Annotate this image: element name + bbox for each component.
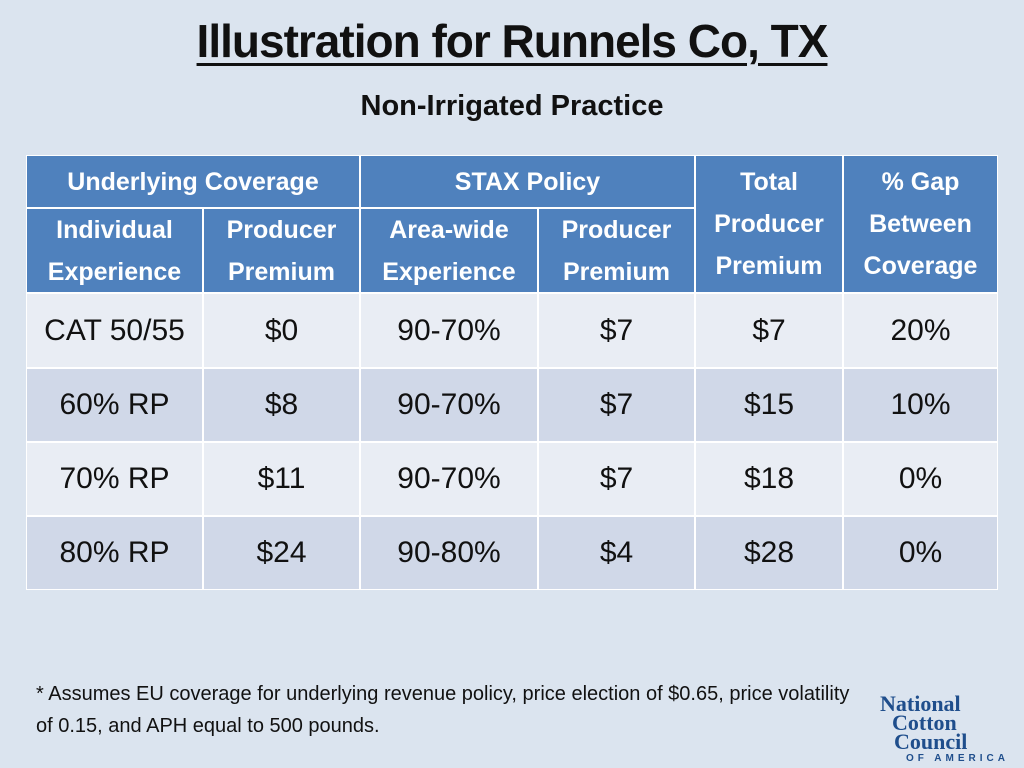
table-cell: 70% RP bbox=[26, 442, 203, 516]
table-cell: 90-80% bbox=[360, 516, 538, 590]
table-cell: 0% bbox=[843, 516, 998, 590]
table-cell: 20% bbox=[843, 293, 998, 368]
group-header: % Gap Between Coverage bbox=[843, 155, 998, 293]
table-cell: 0% bbox=[843, 442, 998, 516]
logo-text: National bbox=[880, 691, 961, 716]
group-header: STAX Policy bbox=[360, 155, 695, 208]
table-cell: $7 bbox=[695, 293, 843, 368]
table-cell: 80% RP bbox=[26, 516, 203, 590]
table-cell: $18 bbox=[695, 442, 843, 516]
footnote: * Assumes EU coverage for underlying rev… bbox=[36, 683, 850, 737]
table-cell: 10% bbox=[843, 368, 998, 442]
table-cell: 90-70% bbox=[360, 293, 538, 368]
sub-header: Individual Experience bbox=[26, 208, 203, 293]
sub-header: Area-wide Experience bbox=[360, 208, 538, 293]
table-cell: 90-70% bbox=[360, 442, 538, 516]
title: Illustration for Runnels Co, TX bbox=[0, 14, 1024, 68]
table-cell: $4 bbox=[538, 516, 695, 590]
sub-header: Producer Premium bbox=[538, 208, 695, 293]
table-cell: $11 bbox=[203, 442, 360, 516]
title-text: Illustration for Runnels Co, TX bbox=[196, 15, 829, 67]
logo: National Cotton Council OF AMERICA bbox=[880, 691, 1010, 767]
table-cell: CAT 50/55 bbox=[26, 293, 203, 368]
table-cell: 90-70% bbox=[360, 368, 538, 442]
table-cell: $7 bbox=[538, 368, 695, 442]
sub-header: Producer Premium bbox=[203, 208, 360, 293]
logo-text: Cotton bbox=[892, 710, 957, 735]
table-cell: $15 bbox=[695, 368, 843, 442]
subtitle: Non-Irrigated Practice bbox=[360, 90, 664, 122]
table-cell: 60% RP bbox=[26, 368, 203, 442]
table-cell: $8 bbox=[203, 368, 360, 442]
logo-text: OF AMERICA bbox=[906, 753, 1009, 764]
table-cell: $24 bbox=[203, 516, 360, 590]
logo-text: Council bbox=[894, 729, 968, 754]
group-header: Total Producer Premium bbox=[695, 155, 843, 293]
table-cell: $0 bbox=[203, 293, 360, 368]
group-header: Underlying Coverage bbox=[26, 155, 360, 208]
table-cell: $28 bbox=[695, 516, 843, 590]
table-cell: $7 bbox=[538, 442, 695, 516]
table-cell: $7 bbox=[538, 293, 695, 368]
